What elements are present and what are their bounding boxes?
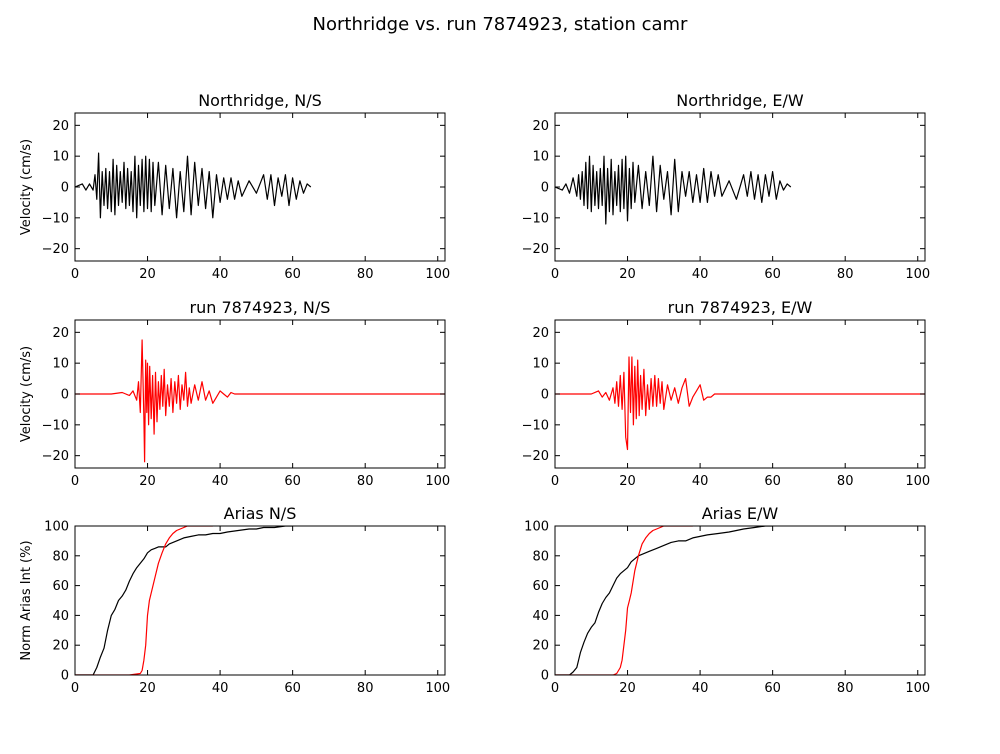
y-tick-label: 0 (541, 388, 549, 403)
x-tick-label: 0 (551, 474, 559, 489)
y-tick-label: −20 (42, 449, 69, 464)
y-axis-label: Velocity (cm/s) (19, 139, 34, 235)
y-tick-label: 80 (52, 549, 69, 564)
y-tick-label: 20 (532, 639, 549, 654)
y-tick-label: 60 (52, 579, 69, 594)
series-line-5-1 (555, 526, 693, 675)
chart-title: Arias E/W (702, 504, 779, 523)
chart-title: Northridge, E/W (676, 91, 804, 110)
series-line-0-0 (75, 152, 312, 219)
x-tick-label: 100 (905, 681, 930, 696)
y-tick-label: 10 (52, 150, 69, 165)
series-line-3-0 (555, 356, 925, 451)
x-tick-label: 60 (284, 267, 301, 282)
x-tick-label: 80 (837, 267, 854, 282)
y-tick-label: 0 (61, 388, 69, 403)
x-tick-label: 100 (425, 681, 450, 696)
series-line-5-0 (555, 526, 773, 675)
y-tick-label: 20 (52, 119, 69, 134)
x-tick-label: 80 (837, 681, 854, 696)
y-tick-label: 100 (524, 520, 549, 535)
chart-title: run 7874923, E/W (668, 298, 813, 317)
y-axis-label: Norm Arias Int (%) (19, 540, 34, 660)
x-tick-label: 40 (692, 474, 709, 489)
x-tick-label: 60 (284, 474, 301, 489)
y-tick-label: 10 (52, 357, 69, 372)
y-tick-label: 40 (52, 609, 69, 624)
x-tick-label: 20 (139, 474, 156, 489)
chart-title: run 7874923, N/S (190, 298, 331, 317)
y-tick-label: 20 (52, 639, 69, 654)
x-tick-label: 60 (764, 681, 781, 696)
x-tick-label: 0 (71, 267, 79, 282)
x-tick-label: 100 (905, 267, 930, 282)
x-tick-label: 80 (357, 681, 374, 696)
y-tick-label: −10 (42, 211, 69, 226)
x-tick-label: 40 (212, 681, 229, 696)
y-tick-label: 0 (61, 669, 69, 684)
chart-panel-3: 0 20 40 60 80 100 −20 −10 0 10 20 run 7874923, E/W (522, 298, 931, 489)
x-tick-label: 100 (425, 267, 450, 282)
x-tick-label: 20 (619, 681, 636, 696)
chart-panel-4: 0 20 40 60 80 100 0 20 40 60 80 100 Arias N/S Norm Ar… (19, 504, 450, 696)
x-tick-label: 80 (837, 474, 854, 489)
x-tick-label: 60 (764, 267, 781, 282)
y-tick-label: −20 (522, 242, 549, 257)
x-tick-label: 40 (212, 474, 229, 489)
series-line-4-0 (75, 526, 293, 675)
x-tick-label: 100 (905, 474, 930, 489)
y-tick-label: 20 (52, 326, 69, 341)
y-tick-label: −20 (522, 449, 549, 464)
x-tick-label: 0 (551, 681, 559, 696)
y-tick-label: 20 (532, 326, 549, 341)
x-tick-label: 60 (284, 681, 301, 696)
plot-frame (74, 525, 446, 676)
x-tick-label: 0 (71, 474, 79, 489)
y-tick-label: −10 (522, 211, 549, 226)
x-tick-label: 80 (357, 267, 374, 282)
x-tick-label: 0 (71, 681, 79, 696)
x-tick-label: 20 (619, 267, 636, 282)
y-tick-label: −20 (42, 242, 69, 257)
x-tick-label: 20 (619, 474, 636, 489)
y-tick-label: 0 (541, 181, 549, 196)
y-tick-label: 10 (532, 150, 549, 165)
y-axis-label: Velocity (cm/s) (19, 346, 34, 442)
x-tick-label: 40 (212, 267, 229, 282)
chart-title: Arias N/S (224, 504, 297, 523)
series-line-1-0 (555, 155, 792, 225)
series-line-2-0 (75, 339, 445, 463)
y-tick-label: −10 (42, 418, 69, 433)
x-tick-label: 20 (139, 681, 156, 696)
x-tick-label: 100 (425, 474, 450, 489)
y-tick-label: 10 (532, 357, 549, 372)
x-tick-label: 40 (692, 267, 709, 282)
x-tick-label: 0 (551, 267, 559, 282)
y-tick-label: 80 (532, 549, 549, 564)
plot-frame (554, 525, 926, 676)
chart-panel-5: 0 20 40 60 80 100 0 20 40 60 80 100 Arias E/W (524, 504, 930, 696)
y-tick-label: 40 (532, 609, 549, 624)
y-tick-label: −10 (522, 418, 549, 433)
chart-panel-0: 0 20 40 60 80 100 −20 −10 0 10 20 Northridge, N/S Ve… (19, 91, 450, 282)
chart-panel-1: 0 20 40 60 80 100 −20 −10 0 10 20 Northridge, E/W (522, 91, 931, 282)
y-tick-label: 0 (541, 669, 549, 684)
x-tick-label: 80 (357, 474, 374, 489)
chart-title: Northridge, N/S (198, 91, 322, 110)
series-line-4-1 (75, 526, 213, 675)
y-tick-label: 0 (61, 181, 69, 196)
x-tick-label: 60 (764, 474, 781, 489)
x-tick-label: 40 (692, 681, 709, 696)
y-tick-label: 100 (44, 520, 69, 535)
x-tick-label: 20 (139, 267, 156, 282)
chart-panel-2: 0 20 40 60 80 100 −20 −10 0 10 20 run 7874923, N/S V… (19, 298, 450, 489)
y-tick-label: 60 (532, 579, 549, 594)
figure-title: Northridge vs. run 7874923, station camr (313, 14, 689, 35)
y-tick-label: 20 (532, 119, 549, 134)
